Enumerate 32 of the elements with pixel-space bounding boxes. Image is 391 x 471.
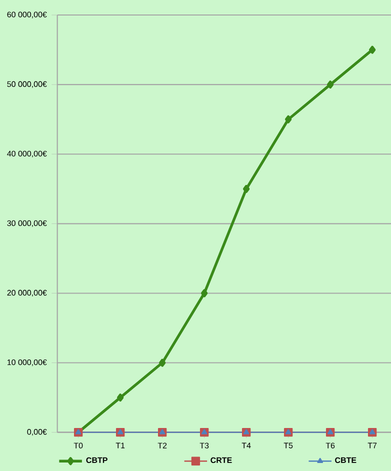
y-tick-label: 30 000,00€ [7,220,47,227]
point [117,429,124,434]
x-tick-label: T0 [74,442,83,448]
legend-label: CBTE [335,457,356,463]
point [242,184,250,193]
point [368,46,376,54]
legend-label: CBTP [86,457,108,463]
point [159,429,166,434]
point [200,289,208,298]
point [327,429,334,434]
x-tick-label: T3 [200,442,209,448]
x-tick-label: T6 [326,442,335,448]
y-tick-label: 40 000,00€ [7,150,47,158]
point [158,358,166,367]
point [201,429,208,434]
y-tick-label: 0,00€ [27,429,47,436]
x-tick-label: T1 [116,442,125,448]
legend-label: CRTE [210,457,232,463]
x-tick-label: T4 [242,442,251,448]
point [284,115,292,124]
x-tick-label: T5 [284,442,293,448]
point [243,429,250,434]
y-tick-label: 60 000,00€ [7,12,47,18]
x-tick-label: T7 [368,442,377,448]
point [326,80,334,89]
point [116,394,124,402]
point [369,429,376,434]
x-tick-label: T2 [158,442,167,448]
y-tick-label: 10 000,00€ [8,359,47,366]
point [285,429,292,434]
y-tick-label: 50 000,00€ [7,81,47,88]
y-tick-label: 20 000,00€ [7,290,47,297]
